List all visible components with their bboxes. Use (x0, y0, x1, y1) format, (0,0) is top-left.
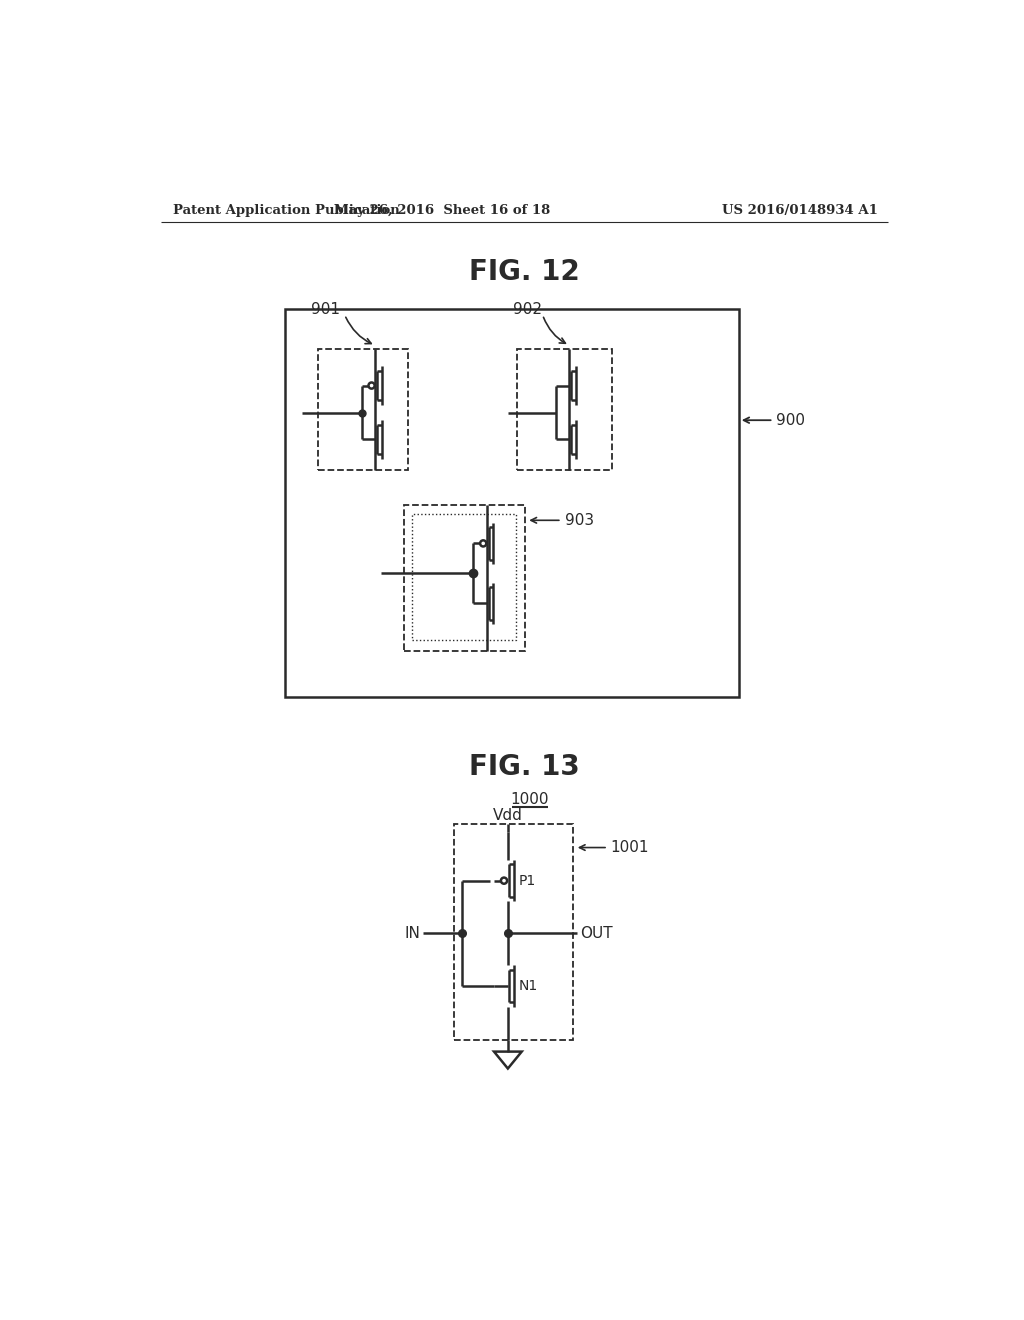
Text: IN: IN (404, 925, 421, 941)
Text: 901: 901 (311, 302, 340, 317)
Text: 900: 900 (776, 413, 805, 428)
Text: May 26, 2016  Sheet 16 of 18: May 26, 2016 Sheet 16 of 18 (334, 205, 551, 218)
Text: P1: P1 (518, 874, 536, 887)
Bar (517, 350, 611, 470)
Bar (412, 515, 515, 640)
Text: 1001: 1001 (610, 840, 649, 855)
Text: 1000: 1000 (510, 792, 549, 808)
Bar (317, 350, 408, 470)
Text: 902: 902 (513, 302, 542, 317)
Text: N1: N1 (518, 979, 538, 993)
Text: FIG. 12: FIG. 12 (469, 259, 581, 286)
Text: OUT: OUT (581, 925, 613, 941)
Text: 903: 903 (565, 512, 594, 528)
Text: US 2016/0148934 A1: US 2016/0148934 A1 (722, 205, 878, 218)
Text: Vdd: Vdd (493, 808, 523, 822)
Bar (403, 506, 525, 651)
Text: FIG. 13: FIG. 13 (469, 752, 581, 780)
Text: Patent Application Publication: Patent Application Publication (173, 205, 399, 218)
Bar (285, 309, 739, 697)
Bar (454, 825, 573, 1040)
